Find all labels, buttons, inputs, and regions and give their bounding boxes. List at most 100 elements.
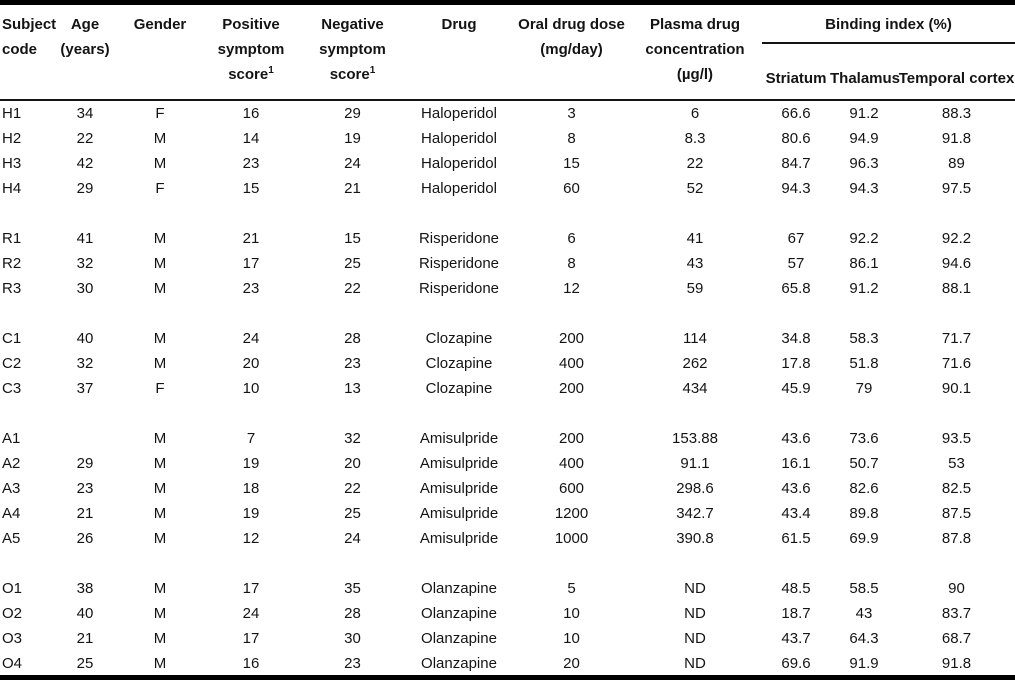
cell-temporal: 89 — [948, 155, 965, 172]
cell-positive: 17 — [242, 580, 260, 597]
cell-positive: 23 — [242, 155, 260, 172]
cell-gender: M — [153, 630, 167, 647]
header-line: symptom — [217, 41, 285, 58]
cell-gender: M — [153, 455, 167, 472]
cell-thalamus: 91.2 — [849, 280, 879, 297]
cell-gender: M — [153, 255, 167, 272]
cell-temporal: 82.5 — [941, 480, 972, 497]
table-row: H3 42 M 23 24 Haloperidol 15 22 84.7 96.3 89 — [0, 151, 1015, 176]
cell-plasma: 43 — [686, 255, 704, 272]
cell-age: 32 — [76, 255, 94, 272]
header-line: score1 — [329, 65, 376, 84]
cell-thalamus: 86.1 — [849, 255, 879, 272]
cell-positive: 19 — [242, 455, 260, 472]
header-line: Negative — [321, 16, 384, 33]
cell-temporal: 87.5 — [941, 505, 972, 522]
cell-thalamus: 73.6 — [849, 430, 879, 447]
group-spacer-row — [0, 301, 1015, 326]
header-line: score1 — [228, 65, 274, 84]
cell-striatum: 43.6 — [781, 430, 811, 447]
cell-plasma: ND — [684, 630, 706, 647]
cell-positive: 16 — [242, 655, 260, 672]
cell-age: 22 — [76, 130, 94, 147]
cell-code: H4 — [2, 180, 22, 197]
cell-striatum: 94.3 — [781, 180, 811, 197]
cell-gender: M — [153, 605, 167, 622]
cell-dose: 5 — [567, 580, 576, 597]
cell-code: O2 — [2, 605, 23, 622]
cell-temporal: 71.7 — [941, 330, 972, 347]
cell-age: 42 — [76, 155, 94, 172]
table-header: Subject code Age (years) Gender Positive… — [0, 5, 1015, 101]
cell-plasma: 434 — [682, 380, 708, 397]
cell-thalamus: 91.9 — [849, 655, 879, 672]
cell-gender: M — [153, 330, 167, 347]
table-body: H1 34 F 16 29 Haloperidol 3 6 66.6 91.2 88.3 H2 22 M 1… — [0, 100, 1015, 676]
cell-temporal: 53 — [948, 455, 965, 472]
cell-negative: 25 — [344, 505, 361, 522]
cell-age: 21 — [76, 505, 94, 522]
cell-drug: Haloperidol — [421, 130, 497, 147]
cell-positive: 7 — [246, 430, 256, 447]
cell-plasma: 41 — [686, 230, 704, 247]
cell-code: O1 — [2, 580, 23, 597]
cell-code: A2 — [2, 455, 21, 472]
cell-drug: Risperidone — [418, 280, 500, 297]
cell-positive: 17 — [242, 255, 260, 272]
cell-gender: M — [153, 230, 167, 247]
cell-dose: 400 — [558, 355, 585, 372]
cell-thalamus: 94.3 — [849, 180, 879, 197]
cell-thalamus: 43 — [855, 605, 873, 622]
column-header-age: Age (years) — [50, 5, 120, 101]
cell-temporal: 90 — [948, 580, 965, 597]
cell-striatum: 84.7 — [781, 155, 811, 172]
cell-negative: 30 — [344, 630, 361, 647]
cell-dose: 1200 — [554, 505, 589, 522]
column-header-subject-code: Subject code — [0, 5, 56, 101]
cell-positive: 20 — [242, 355, 260, 372]
cell-plasma: 262 — [682, 355, 708, 372]
cell-code: H3 — [2, 155, 22, 172]
cell-dose: 1000 — [554, 530, 589, 547]
cell-thalamus: 94.9 — [849, 130, 879, 147]
cell-thalamus: 51.8 — [849, 355, 879, 372]
cell-negative: 29 — [344, 105, 361, 122]
cell-thalamus: 92.2 — [849, 230, 879, 247]
cell-code: C2 — [2, 355, 22, 372]
cell-positive: 24 — [242, 330, 260, 347]
cell-temporal: 92.2 — [941, 230, 972, 247]
cell-positive: 23 — [242, 280, 260, 297]
table-row: R3 30 M 23 22 Risperidone 12 59 65.8 91.2 88.1 — [0, 276, 1015, 301]
cell-striatum: 43.7 — [781, 630, 811, 647]
group-spacer-row — [0, 201, 1015, 226]
cell-positive: 17 — [242, 630, 260, 647]
cell-gender: M — [153, 505, 167, 522]
cell-drug: Olanzapine — [421, 655, 497, 672]
cell-positive: 12 — [242, 530, 260, 547]
cell-thalamus: 58.5 — [849, 580, 879, 597]
cell-temporal: 83.7 — [941, 605, 972, 622]
cell-positive: 19 — [242, 505, 260, 522]
table-row: O2 40 M 24 28 Olanzapine 10 ND 18.7 43 83.7 — [0, 601, 1015, 626]
cell-gender: F — [155, 180, 165, 197]
cell-code: C3 — [2, 380, 22, 397]
cell-temporal: 97.5 — [941, 180, 972, 197]
header-row-binding-subcolumns: Striatum Thalamus Temporal cortex — [0, 43, 1015, 101]
cell-temporal: 90.1 — [941, 380, 972, 397]
cell-dose: 600 — [558, 480, 585, 497]
cell-negative: 28 — [344, 330, 361, 347]
cell-striatum: 45.9 — [781, 380, 811, 397]
cell-thalamus: 91.2 — [849, 105, 879, 122]
cell-plasma: ND — [684, 655, 706, 672]
cell-striatum: 43.4 — [781, 505, 811, 522]
header-line: Plasma drug — [649, 16, 741, 33]
cell-striatum: 65.8 — [781, 280, 811, 297]
table-row: A3 23 M 18 22 Amisulpride 600 298.6 43.6 82.6 82.5 — [0, 476, 1015, 501]
header-row-main: Subject code Age (years) Gender Positive… — [0, 5, 1015, 101]
cell-plasma: 153.88 — [672, 430, 718, 447]
header-line: (years) — [60, 41, 110, 58]
cell-temporal: 88.3 — [941, 105, 972, 122]
cell-plasma: 114 — [683, 330, 707, 347]
cell-age: 25 — [76, 655, 94, 672]
